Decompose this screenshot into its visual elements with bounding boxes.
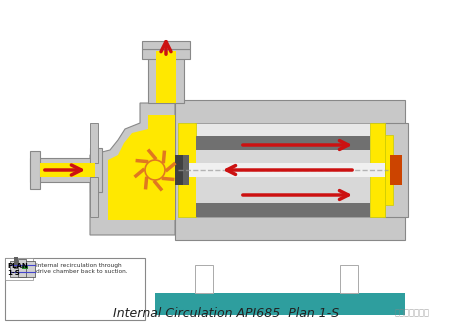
Bar xyxy=(148,55,184,103)
Bar xyxy=(175,155,185,185)
Bar xyxy=(30,151,40,189)
Bar xyxy=(175,100,405,240)
Bar xyxy=(18,259,26,277)
Text: PLAN
1-S: PLAN 1-S xyxy=(7,263,28,276)
Bar xyxy=(355,150,370,203)
Bar xyxy=(355,136,370,150)
Bar xyxy=(90,177,98,217)
Bar xyxy=(183,155,189,185)
Bar xyxy=(195,123,385,217)
Bar xyxy=(390,155,402,185)
Bar xyxy=(178,123,196,217)
Bar xyxy=(383,123,408,217)
Bar xyxy=(90,123,98,163)
Bar xyxy=(156,51,176,103)
Bar xyxy=(40,163,95,177)
Bar xyxy=(340,265,358,293)
Text: Internal recirculation through
drive chamber back to suction.: Internal recirculation through drive cha… xyxy=(36,263,128,274)
Text: 石化绿科技咨询: 石化绿科技咨询 xyxy=(395,308,430,317)
Bar xyxy=(355,203,370,217)
Bar xyxy=(196,136,366,150)
Bar xyxy=(5,258,145,320)
Bar xyxy=(195,265,213,293)
Bar xyxy=(90,148,102,192)
Bar xyxy=(22,265,28,269)
Bar xyxy=(178,163,385,177)
Polygon shape xyxy=(90,103,175,235)
Bar xyxy=(142,41,190,49)
Bar xyxy=(30,158,95,182)
Bar xyxy=(385,135,393,205)
Bar xyxy=(196,150,366,203)
Circle shape xyxy=(145,160,165,180)
Bar xyxy=(5,258,33,280)
Text: Internal Circulation API685  Plan 1-S: Internal Circulation API685 Plan 1-S xyxy=(113,307,339,320)
Polygon shape xyxy=(108,115,175,220)
Bar xyxy=(155,293,405,315)
Bar xyxy=(14,257,18,269)
Bar xyxy=(370,123,385,217)
Bar xyxy=(142,49,190,59)
Bar xyxy=(196,203,366,217)
Bar xyxy=(10,261,35,277)
